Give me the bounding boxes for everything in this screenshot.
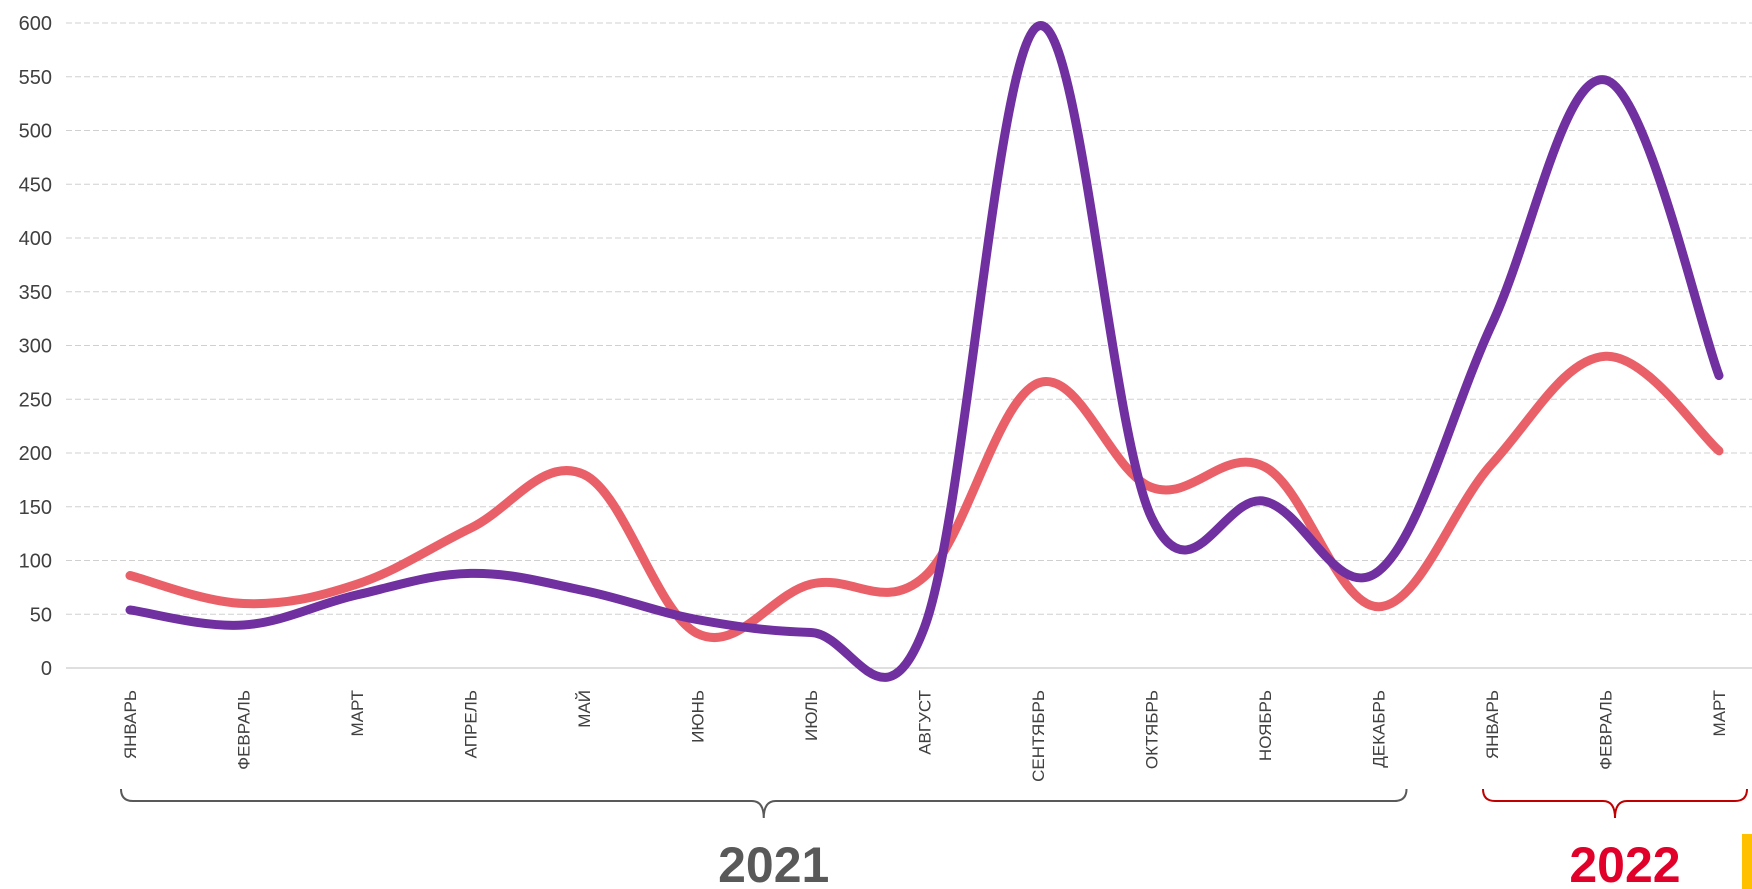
x-tick-label: ИЮЛЬ xyxy=(802,690,821,741)
y-axis-ticks: 0 50 100 150 200 250 300 350 400 450 500 550 600 xyxy=(19,13,52,680)
y-tick-label: 550 xyxy=(19,67,52,89)
x-tick-label: НОЯБРЬ xyxy=(1256,690,1275,761)
x-tick-label: ФЕВРАЛЬ xyxy=(235,690,254,770)
x-tick-label: ОКТЯБРЬ xyxy=(1143,690,1162,769)
x-axis-ticks: ЯНВАРЬ ФЕВРАЛЬ МАРТ АПРЕЛЬ МАЙ ИЮНЬ ИЮЛЬ АВГУСТ… xyxy=(121,690,1729,782)
x-tick-label: ИЮНЬ xyxy=(689,690,708,743)
y-tick-label: 600 xyxy=(19,13,52,35)
y-tick-label: 200 xyxy=(19,443,52,465)
series-lines xyxy=(125,21,1724,682)
year-label: 2021 xyxy=(718,837,829,889)
x-tick-label: АПРЕЛЬ xyxy=(462,690,481,758)
y-tick-label: 450 xyxy=(19,174,52,196)
x-tick-label: МАРТ xyxy=(1710,690,1729,736)
y-tick-label: 250 xyxy=(19,389,52,411)
year-label: 2022 xyxy=(1569,837,1680,889)
x-tick-label: ЯНВАРЬ xyxy=(1483,690,1502,759)
y-tick-label: 0 xyxy=(41,658,52,680)
gridlines xyxy=(66,22,1752,669)
y-tick-label: 50 xyxy=(30,604,52,626)
year-bracket xyxy=(120,788,1408,819)
x-tick-label: ФЕВРАЛЬ xyxy=(1597,690,1616,770)
x-tick-label: ЯНВАРЬ xyxy=(121,690,140,759)
y-tick-label: 400 xyxy=(19,228,52,250)
y-tick-label: 100 xyxy=(19,551,52,573)
x-tick-label: АВГУСТ xyxy=(916,690,935,755)
x-tick-label: ДЕКАБРЬ xyxy=(1370,690,1389,768)
accent-bar xyxy=(1742,834,1752,889)
x-tick-label: МАЙ xyxy=(575,690,594,728)
year-brackets: 2021 2022 xyxy=(120,788,1748,889)
y-tick-label: 150 xyxy=(19,497,52,519)
y-tick-label: 300 xyxy=(19,336,52,358)
x-tick-label: СЕНТЯБРЬ xyxy=(1029,690,1048,782)
year-bracket xyxy=(1482,788,1748,819)
y-tick-label: 350 xyxy=(19,282,52,304)
y-tick-label: 500 xyxy=(19,121,52,143)
series-line-1 xyxy=(125,351,1724,643)
series-line-2 xyxy=(125,21,1724,682)
x-tick-label: МАРТ xyxy=(348,690,367,736)
